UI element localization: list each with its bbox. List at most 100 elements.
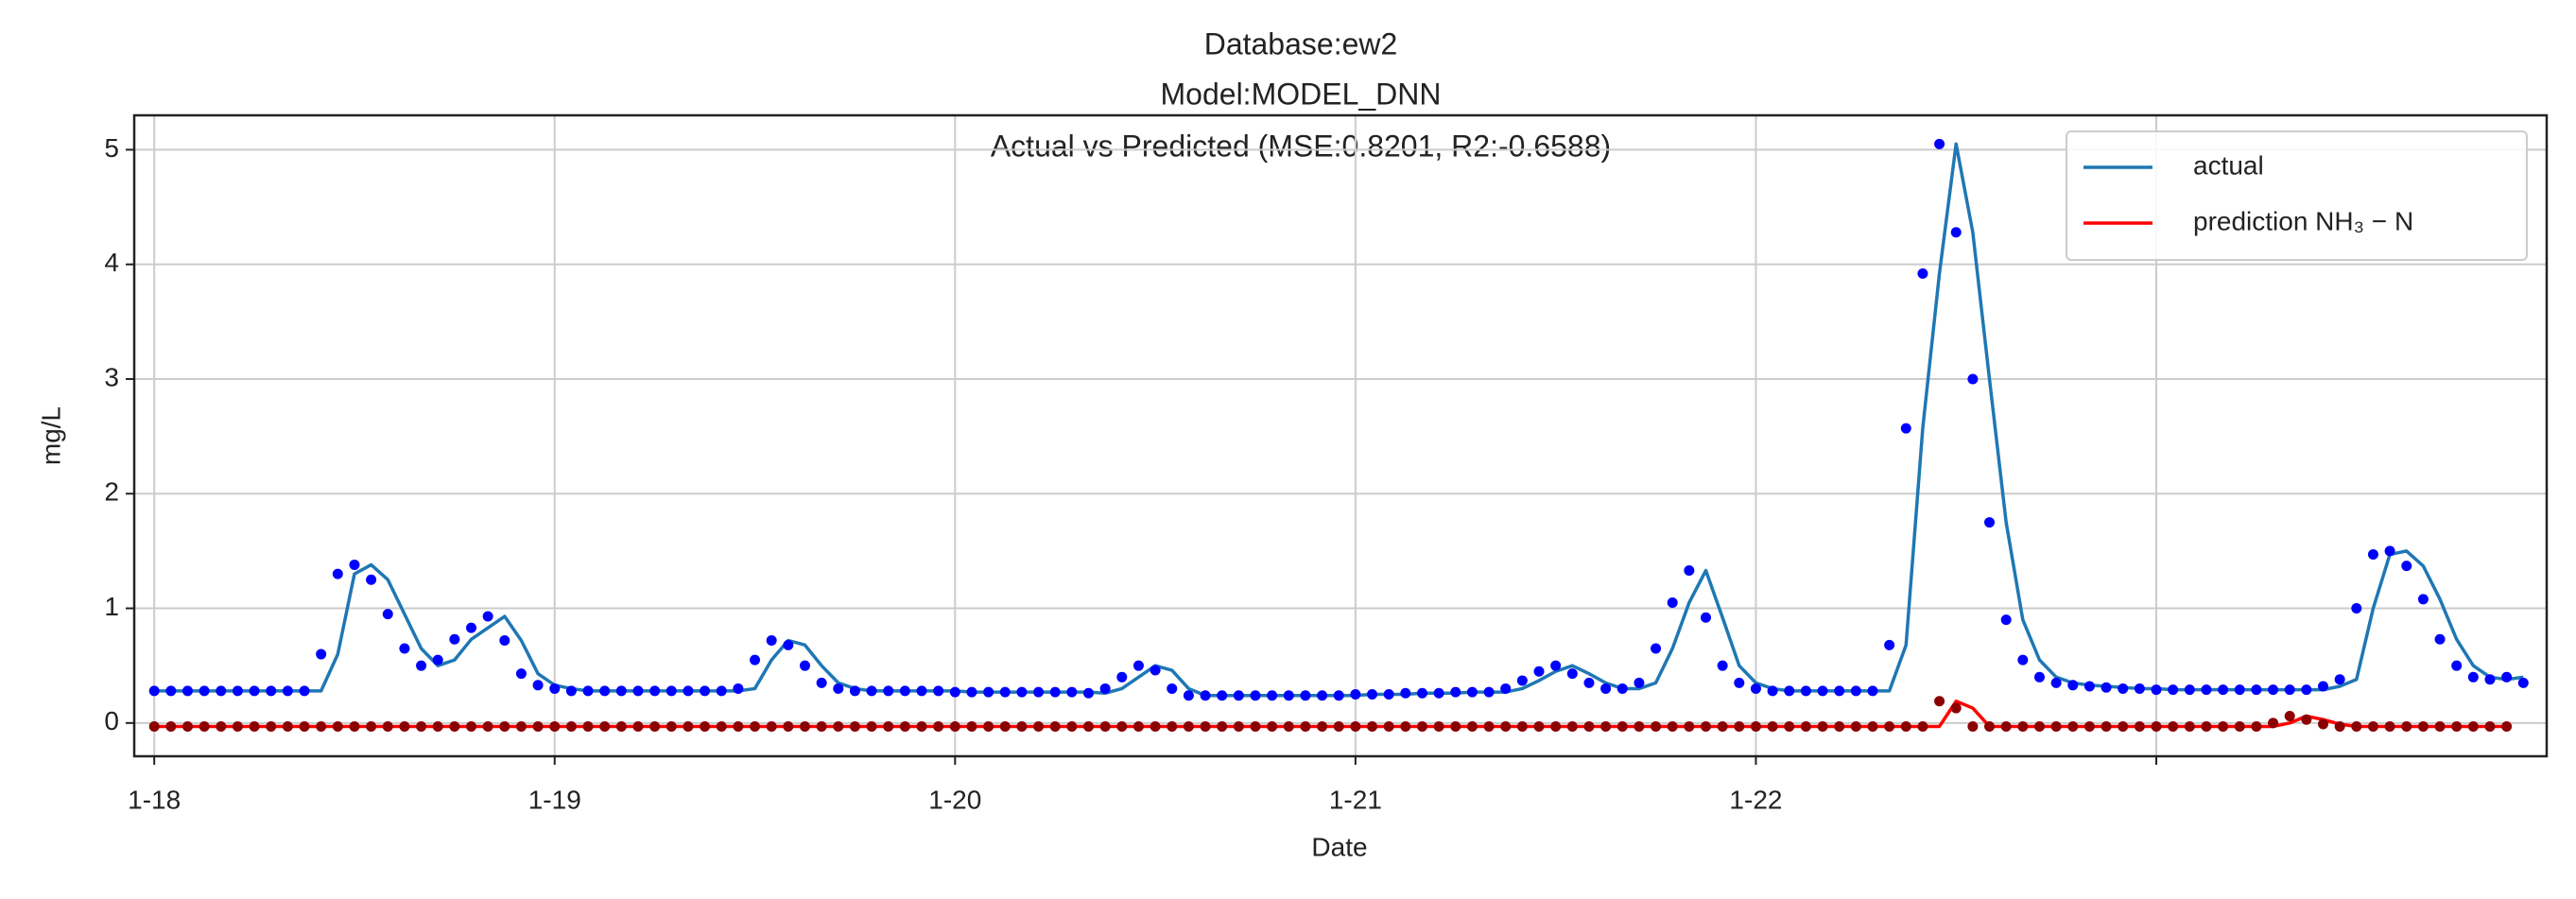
data-point (1400, 720, 1411, 732)
data-point (2050, 677, 2062, 688)
data-point (2367, 549, 2378, 561)
data-point (1634, 720, 1645, 732)
data-point (1750, 720, 1761, 732)
data-point (1516, 720, 1528, 732)
data-point (1850, 685, 1861, 697)
data-point (1884, 720, 1895, 732)
data-point (1533, 666, 1545, 677)
data-point (1416, 687, 1427, 699)
data-point (299, 720, 310, 732)
data-point (883, 685, 894, 697)
data-point (766, 634, 777, 646)
data-point (1016, 686, 1028, 698)
data-point (432, 654, 443, 666)
data-point (933, 720, 944, 732)
data-point (1550, 720, 1562, 732)
data-point (1984, 517, 1996, 528)
data-point (1767, 685, 1778, 697)
data-point (416, 660, 427, 671)
data-point (916, 685, 927, 697)
data-point (1566, 720, 1578, 732)
data-point (1183, 720, 1194, 732)
data-point (266, 685, 277, 697)
data-point (1784, 685, 1795, 697)
data-point (2000, 720, 2012, 732)
data-point (2101, 720, 2112, 732)
data-point (999, 720, 1011, 732)
data-point (716, 720, 727, 732)
data-point (1500, 720, 1512, 732)
data-point (2118, 720, 2129, 732)
data-point (1767, 720, 1778, 732)
data-point (1267, 720, 1278, 732)
data-point (1383, 720, 1394, 732)
data-point (1800, 720, 1811, 732)
data-point (1049, 686, 1061, 698)
data-point (1817, 685, 1828, 697)
data-point (716, 685, 727, 697)
data-point (1684, 565, 1695, 577)
data-point (1283, 690, 1294, 701)
data-point (966, 720, 977, 732)
x-tick-label: 1-19 (528, 785, 581, 814)
data-point (2401, 561, 2412, 572)
data-point (666, 685, 677, 697)
data-point (2184, 684, 2195, 696)
data-point (482, 611, 493, 622)
data-point (2318, 718, 2329, 730)
data-point (883, 720, 894, 732)
data-point (1516, 675, 1528, 686)
data-point (2033, 671, 2045, 683)
data-point (649, 685, 661, 697)
data-point (1367, 720, 1378, 732)
data-point (2234, 684, 2245, 696)
data-point (2501, 671, 2513, 683)
data-point (582, 685, 594, 697)
data-point (1566, 668, 1578, 680)
y-tick-label: 5 (104, 133, 119, 163)
data-point (966, 686, 977, 698)
data-point (849, 685, 860, 697)
data-point (1950, 227, 1962, 238)
data-point (2017, 720, 2029, 732)
data-point (1917, 720, 1928, 732)
data-point (399, 643, 410, 654)
data-point (366, 720, 377, 732)
data-point (2334, 720, 2345, 732)
data-point (382, 609, 393, 620)
data-point (2118, 683, 2129, 694)
data-point (783, 720, 794, 732)
data-point (1483, 720, 1495, 732)
data-point (933, 685, 944, 697)
data-point (216, 685, 227, 697)
data-point (499, 634, 510, 646)
data-point (1750, 683, 1761, 694)
data-point (148, 685, 160, 697)
data-point (1734, 720, 1745, 732)
data-point (1267, 690, 1278, 701)
plot-frame (132, 113, 2549, 758)
data-point (1350, 720, 1361, 732)
data-point (332, 720, 343, 732)
data-point (866, 720, 877, 732)
data-point (2351, 603, 2362, 614)
data-point (1132, 720, 1144, 732)
data-point (1116, 720, 1128, 732)
data-point (1367, 689, 1378, 700)
data-point (2083, 720, 2095, 732)
data-point (1167, 683, 1178, 694)
data-point (165, 685, 177, 697)
data-point (2151, 684, 2162, 696)
data-point (615, 685, 627, 697)
data-point (2417, 720, 2429, 732)
data-point (2033, 720, 2045, 732)
data-point (232, 685, 243, 697)
data-point (2434, 633, 2446, 645)
data-point (1616, 720, 1628, 732)
data-point (1634, 677, 1645, 688)
data-point (799, 660, 810, 671)
data-point (1333, 720, 1344, 732)
data-point (799, 720, 810, 732)
data-point (899, 720, 910, 732)
data-point (2318, 681, 2329, 692)
